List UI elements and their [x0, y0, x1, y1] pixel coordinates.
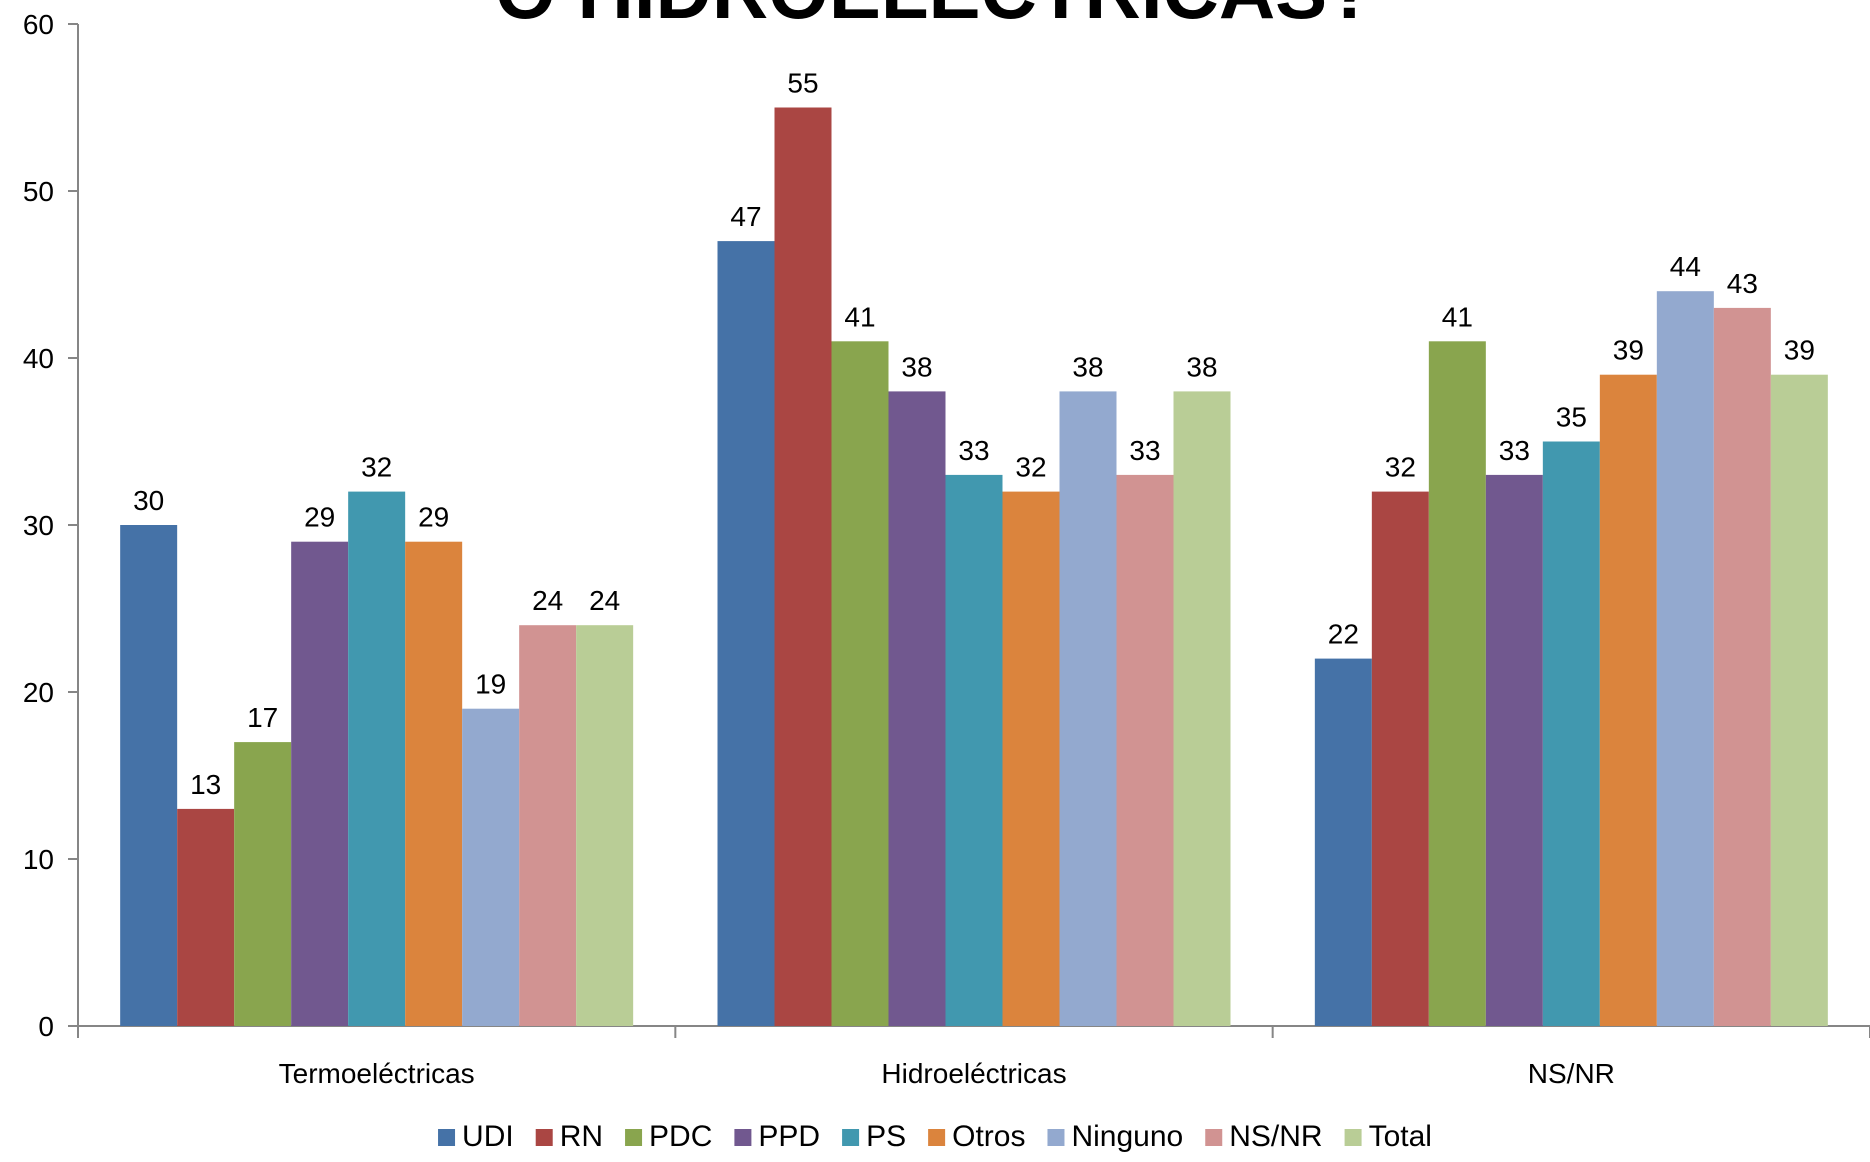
- legend-swatch: [438, 1129, 456, 1146]
- bar: [888, 391, 946, 1026]
- data-label: 47: [730, 201, 761, 232]
- legend-label: RN: [560, 1120, 603, 1153]
- chart-title: O HIDROELÉCTRICAS?: [495, 0, 1375, 35]
- data-label: 29: [418, 502, 449, 533]
- data-label: 30: [133, 485, 164, 516]
- data-labels: 30 13 17 29 32 29 19 24 24 47 55 41 38 33 32 38 33 38 22 32…: [133, 68, 1815, 800]
- legend-swatch: [625, 1129, 643, 1146]
- bar: [291, 541, 349, 1026]
- bar: [717, 241, 775, 1027]
- data-label: 38: [901, 351, 932, 382]
- y-tick-label: 0: [38, 1011, 54, 1042]
- y-tick-label: 20: [23, 677, 54, 708]
- bar: [1542, 441, 1600, 1026]
- bar: [1599, 374, 1657, 1026]
- data-label: 44: [1670, 251, 1701, 282]
- data-label: 19: [475, 669, 506, 700]
- data-label: 22: [1328, 619, 1359, 650]
- bar: [177, 808, 235, 1026]
- bar: [519, 625, 577, 1026]
- legend-swatch: [842, 1129, 860, 1146]
- y-tick-label: 10: [23, 844, 54, 875]
- data-label: 24: [532, 585, 563, 616]
- bars: [120, 107, 1828, 1027]
- data-label: 38: [1072, 351, 1103, 382]
- data-label: 32: [1385, 452, 1416, 483]
- data-label: 17: [247, 702, 278, 733]
- bar: [405, 541, 463, 1026]
- data-label: 41: [844, 301, 875, 332]
- legend-label: PPD: [758, 1120, 820, 1153]
- x-category-label: Termoeléctricas: [279, 1058, 475, 1089]
- bar: [1713, 307, 1771, 1026]
- bar: [1371, 491, 1429, 1027]
- bar: [1116, 474, 1174, 1026]
- legend-swatch: [1047, 1129, 1065, 1146]
- data-label: 24: [589, 585, 620, 616]
- bar: [1314, 658, 1372, 1026]
- bar: [1059, 391, 1117, 1026]
- data-label: 33: [1499, 435, 1530, 466]
- bar: [576, 625, 634, 1026]
- legend-label: PS: [866, 1120, 906, 1153]
- y-tick-label: 40: [23, 343, 54, 374]
- bar: [120, 525, 178, 1026]
- bar: [1770, 374, 1828, 1026]
- data-label: 33: [1129, 435, 1160, 466]
- bar: [234, 742, 292, 1026]
- data-label: 39: [1784, 335, 1815, 366]
- legend-label: PDC: [649, 1120, 712, 1153]
- legend-swatch: [535, 1129, 553, 1146]
- bar: [774, 107, 832, 1026]
- legend-label: Total: [1369, 1120, 1432, 1153]
- data-label: 41: [1442, 301, 1473, 332]
- y-tick-label: 30: [23, 510, 54, 541]
- data-label: 55: [787, 68, 818, 99]
- legend-label: Ninguno: [1071, 1120, 1183, 1153]
- legend-swatch: [1205, 1129, 1223, 1146]
- x-category-label: NS/NR: [1528, 1058, 1615, 1089]
- data-label: 29: [304, 502, 335, 533]
- bar: [1656, 291, 1714, 1026]
- data-label: 32: [361, 452, 392, 483]
- legend: UDI RN PDC PPD PS Otros Ninguno NS/NR Total: [438, 1120, 1432, 1153]
- legend-label: Otros: [952, 1120, 1025, 1153]
- data-label: 38: [1186, 351, 1217, 382]
- bar: [1002, 491, 1060, 1027]
- bar: [462, 708, 520, 1026]
- legend-swatch: [1344, 1129, 1362, 1146]
- data-label: 35: [1556, 402, 1587, 433]
- bar: [1428, 341, 1486, 1026]
- legend-swatch: [734, 1129, 752, 1146]
- data-label: 43: [1727, 268, 1758, 299]
- bar: [1173, 391, 1231, 1026]
- data-label: 39: [1613, 335, 1644, 366]
- bar: [348, 491, 406, 1027]
- bar: [1485, 474, 1543, 1026]
- data-label: 13: [190, 769, 221, 800]
- legend-label: UDI: [462, 1120, 514, 1153]
- x-category-label: Hidroeléctricas: [881, 1058, 1066, 1089]
- y-tick-label: 60: [23, 9, 54, 40]
- legend-label: NS/NR: [1229, 1120, 1322, 1153]
- legend-swatch: [928, 1129, 946, 1146]
- bar: [831, 341, 889, 1026]
- data-label: 32: [1015, 452, 1046, 483]
- data-label: 33: [958, 435, 989, 466]
- y-tick-label: 50: [23, 176, 54, 207]
- bar: [945, 474, 1003, 1026]
